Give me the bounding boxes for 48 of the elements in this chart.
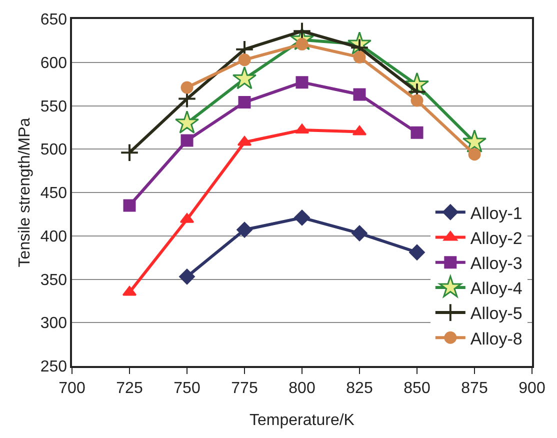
y-axis-title: Tensile strength/MPa [16, 118, 34, 268]
x-axis-title: Temperature/K [250, 412, 355, 430]
point [353, 88, 366, 101]
y-tick-label: 600 [40, 54, 68, 72]
point [123, 199, 136, 212]
point [352, 225, 368, 242]
x-tick-label: 800 [288, 380, 316, 397]
y-tick-label: 250 [40, 358, 68, 376]
y-tick-label: 450 [40, 185, 68, 202]
y-tick-label: 500 [40, 142, 68, 159]
point [238, 96, 251, 109]
x-tick-label: 825 [346, 380, 373, 397]
point [462, 130, 487, 153]
point [410, 126, 424, 139]
x-tick-label: 750 [174, 380, 200, 397]
point [409, 244, 425, 260]
legend-label: Alloy-4 [470, 279, 522, 298]
x-tick-label: 900 [518, 380, 546, 397]
point [237, 136, 252, 146]
point [353, 50, 366, 64]
legend-label: Alloy-1 [470, 204, 522, 223]
point [294, 124, 310, 134]
point [410, 94, 424, 107]
point [232, 66, 257, 90]
x-tick-label: 850 [404, 380, 430, 397]
point [174, 110, 200, 134]
point [180, 134, 194, 147]
y-tick-label: 650 [40, 12, 68, 29]
point [236, 222, 252, 238]
point [296, 76, 308, 89]
x-tick-label: 775 [231, 380, 258, 397]
legend-label: Alloy-3 [470, 254, 522, 273]
point [238, 54, 251, 66]
point [294, 210, 310, 226]
y-tick-label: 350 [40, 272, 68, 289]
y-tick-label: 300 [40, 315, 68, 332]
y-tick-label: 550 [40, 98, 68, 116]
point [120, 143, 139, 162]
x-tick-label: 875 [461, 380, 488, 397]
point [179, 268, 195, 285]
point [468, 148, 481, 161]
legend-label: Alloy-8 [470, 329, 522, 348]
legend-label: Alloy-2 [470, 228, 522, 248]
y-tick-label: 400 [40, 228, 68, 246]
legend-label: Alloy-5 [470, 304, 522, 324]
x-tick-label: 700 [58, 380, 86, 397]
point [180, 81, 194, 94]
x-tick-label: 725 [116, 380, 143, 397]
